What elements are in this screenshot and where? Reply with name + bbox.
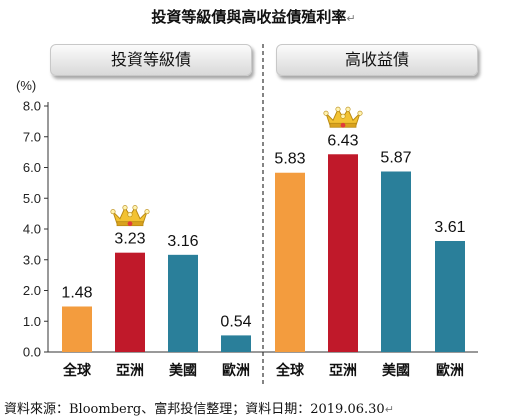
y-tick-label: 4.0 bbox=[23, 222, 41, 237]
y-tick-label: 5.0 bbox=[23, 191, 41, 206]
y-tick-label: 0.0 bbox=[23, 345, 41, 360]
bar bbox=[435, 240, 465, 352]
category-label: 美國 bbox=[169, 362, 197, 379]
crown-icon bbox=[323, 106, 363, 128]
y-tick-label: 8.0 bbox=[23, 99, 41, 114]
group-header-investment-grade-label: 投資等級債 bbox=[110, 50, 191, 69]
data-label: 5.87 bbox=[380, 149, 411, 166]
category-label: 全球 bbox=[62, 362, 92, 379]
category-label: 歐洲 bbox=[222, 362, 250, 379]
y-tick-label: 3.0 bbox=[23, 252, 41, 267]
bar bbox=[221, 335, 251, 352]
group-header-high-yield: 高收益債 bbox=[276, 44, 478, 76]
data-label: 3.23 bbox=[114, 231, 145, 248]
bar bbox=[62, 306, 92, 352]
y-axis-unit-label: (%) bbox=[16, 78, 36, 93]
data-label: 3.16 bbox=[167, 233, 198, 250]
category-label: 全球 bbox=[275, 362, 305, 379]
category-label: 亞洲 bbox=[329, 363, 357, 379]
group-header-investment-grade: 投資等級債 bbox=[50, 44, 252, 76]
bar bbox=[381, 171, 411, 352]
bar bbox=[168, 254, 198, 352]
category-label: 亞洲 bbox=[116, 363, 144, 379]
category-label: 歐洲 bbox=[436, 362, 464, 379]
data-label: 3.61 bbox=[434, 219, 465, 236]
source-note: 資料來源：Bloomberg、富邦投信整理；資料日期：2019.06.30↵ bbox=[4, 398, 394, 417]
data-label: 0.54 bbox=[220, 313, 251, 330]
y-tick-label: 2.0 bbox=[23, 283, 41, 298]
paragraph-mark: ↵ bbox=[346, 12, 356, 25]
y-tick-label: 6.0 bbox=[23, 160, 41, 175]
bar bbox=[328, 154, 358, 352]
data-label: 6.43 bbox=[327, 132, 358, 149]
y-tick-label: 7.0 bbox=[23, 129, 41, 144]
bar bbox=[275, 172, 305, 352]
bar bbox=[115, 252, 145, 352]
data-label: 1.48 bbox=[61, 284, 92, 301]
source-note-text: 資料來源：Bloomberg、富邦投信整理；資料日期：2019.06.30 bbox=[4, 402, 385, 417]
chart-title: 投資等級債與高收益債殖利率↵ bbox=[0, 6, 507, 27]
group-header-high-yield-label: 高收益債 bbox=[344, 50, 409, 69]
crown-icon bbox=[110, 205, 150, 227]
source-paragraph-mark: ↵ bbox=[384, 403, 394, 416]
chart-title-text: 投資等級債與高收益債殖利率 bbox=[151, 8, 347, 26]
y-tick-label: 1.0 bbox=[23, 314, 41, 329]
category-label: 美國 bbox=[382, 362, 410, 379]
data-label: 5.83 bbox=[274, 151, 305, 168]
